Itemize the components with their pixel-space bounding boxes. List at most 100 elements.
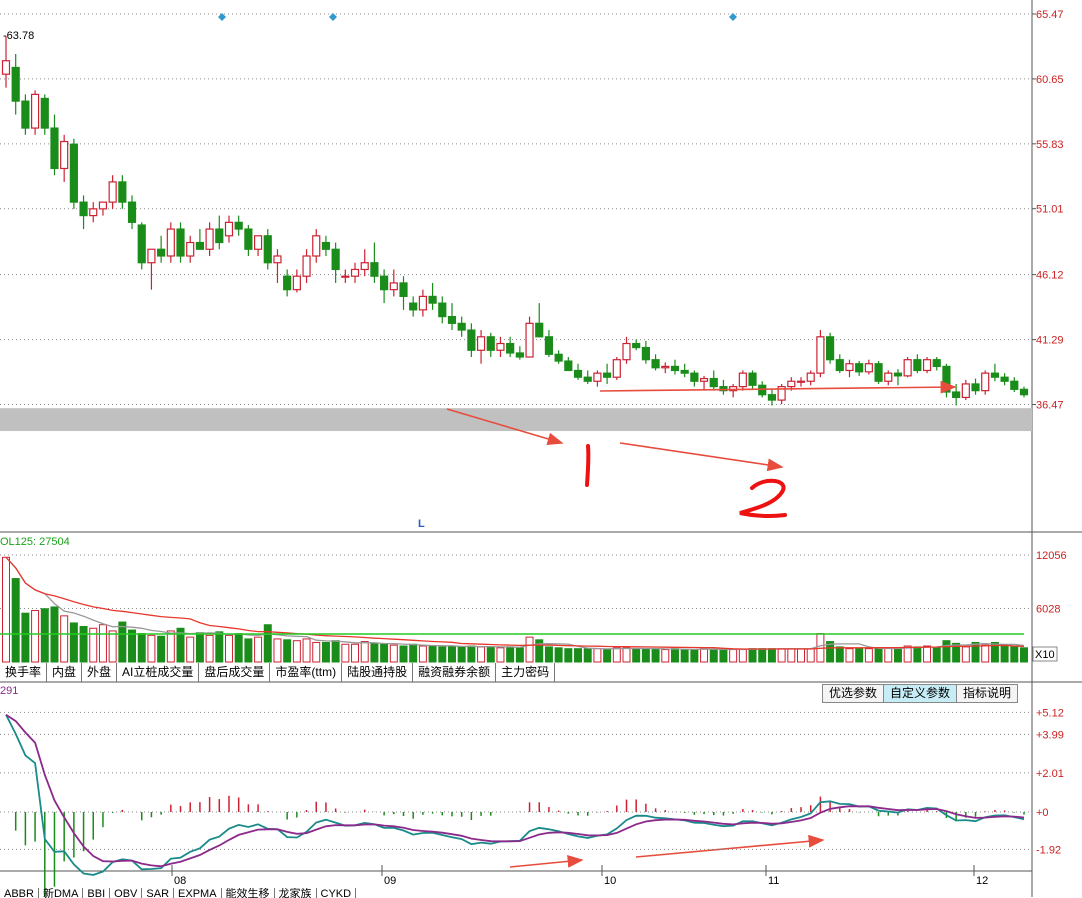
candle-down xyxy=(990,372,1000,378)
candle-down xyxy=(234,221,243,230)
volume-bar-up xyxy=(884,647,893,663)
volume-bar-up xyxy=(341,643,350,663)
volume-bar-down xyxy=(447,645,456,663)
candle-down xyxy=(535,322,544,338)
candle-down xyxy=(554,353,563,362)
candle-down xyxy=(913,359,922,372)
tab-turnover[interactable]: 换手率 xyxy=(0,663,48,682)
volume-bar-down xyxy=(748,648,757,663)
btab-dragon-family[interactable]: 龙家族 xyxy=(275,888,317,898)
candle-up xyxy=(273,255,282,264)
btab-obv[interactable]: OBV xyxy=(110,888,143,898)
price-tick-label: 41.29 xyxy=(1036,335,1064,347)
candle-down xyxy=(79,201,88,217)
volume-bar-up xyxy=(864,648,873,663)
tab-after-hours-volume[interactable]: 盘后成交量 xyxy=(199,663,271,682)
volume-bar-up xyxy=(351,643,360,663)
volume-bar-up xyxy=(593,648,602,663)
volume-bar-down xyxy=(263,624,272,663)
tab-pe-ttm[interactable]: 市盈率(ttm) xyxy=(270,663,343,682)
indicator-tab-bar: 换手率 内盘 外盘 AI立桩成交量 盘后成交量 市盈率(ttm) 陆股通持股 融… xyxy=(0,663,556,682)
candle-down xyxy=(942,365,951,393)
tab-inner-volume[interactable]: 内盘 xyxy=(47,663,83,682)
volume-bar-down xyxy=(137,633,146,663)
candle-down xyxy=(447,315,457,324)
btab-sar[interactable]: SAR xyxy=(142,888,175,898)
event-diamond-marker xyxy=(729,13,737,21)
volume-bar-up xyxy=(787,648,796,663)
volume-bar-up xyxy=(496,647,505,663)
candle-down xyxy=(263,235,272,264)
candle-down xyxy=(467,329,476,351)
volume-bar-down xyxy=(457,646,466,663)
tab-connect-holdings[interactable]: 陆股通持股 xyxy=(342,663,414,682)
candle-down xyxy=(195,241,204,250)
volume-bar-up xyxy=(31,610,40,663)
candle-up xyxy=(186,241,195,257)
btab-expma[interactable]: EXPMA xyxy=(174,888,222,898)
indicator-help-button[interactable]: 指标说明 xyxy=(957,685,1018,702)
volume-bar-down xyxy=(79,625,88,663)
optimal-params-button[interactable]: 优选参数 xyxy=(823,685,885,702)
btab-cykd[interactable]: CYKD xyxy=(317,888,357,898)
candle-up xyxy=(312,235,321,257)
volume-bar-down xyxy=(331,640,340,663)
price-tick-label: 60.65 xyxy=(1036,74,1064,86)
volume-bar-down xyxy=(128,629,137,663)
volume-bar-down xyxy=(321,641,330,663)
tab-margin-balance[interactable]: 融资融券余额 xyxy=(413,663,497,682)
candle-down xyxy=(40,97,49,129)
candle-down xyxy=(564,360,573,372)
volume-bar-down xyxy=(370,642,379,663)
btab-energy[interactable]: 能效生移 xyxy=(222,888,275,898)
bottom-indicator-tab-bar: ABBR 新DMA BBI OBV SAR EXPMA 能效生移 龙家族 CYK… xyxy=(0,888,357,898)
volume-bar-up xyxy=(186,636,195,663)
candle-up xyxy=(108,181,117,203)
volume-bar-down xyxy=(438,646,447,663)
candle-up xyxy=(224,221,234,237)
volume-bar-down xyxy=(971,641,980,663)
volume-bar-down xyxy=(1020,647,1028,663)
tab-main-force-code[interactable]: 主力密码 xyxy=(496,663,556,682)
candle-up xyxy=(496,342,505,351)
volume-unit-label: X10 xyxy=(1035,649,1055,661)
candle-down xyxy=(176,228,185,257)
btab-new-dma[interactable]: 新DMA xyxy=(39,888,84,898)
volume-bar-up xyxy=(923,645,932,663)
candle-down xyxy=(438,302,447,318)
volume-unit-box xyxy=(1032,646,1058,662)
macd-tick-label: -1.92 xyxy=(1036,844,1061,856)
volume-bar-up xyxy=(147,634,156,663)
btab-abbr[interactable]: ABBR xyxy=(0,888,39,898)
volume-bar-down xyxy=(942,640,951,663)
candle-down xyxy=(835,359,844,372)
price-tick-label: 55.83 xyxy=(1036,139,1064,151)
handwritten-1 xyxy=(585,444,591,487)
candle-down xyxy=(21,100,30,129)
custom-params-button[interactable]: 自定义参数 xyxy=(884,685,958,702)
candle-down xyxy=(690,372,699,382)
tab-outer-volume[interactable]: 外盘 xyxy=(82,663,118,682)
volume-bar-down xyxy=(835,646,844,663)
candle-up xyxy=(302,255,311,277)
volume-bar-up xyxy=(89,627,98,663)
tab-ai-volume[interactable]: AI立桩成交量 xyxy=(117,663,200,682)
candle-up xyxy=(593,372,602,382)
volume-bar-down xyxy=(932,647,941,663)
volume-bar-up xyxy=(806,648,815,663)
candle-up xyxy=(418,295,427,311)
l-marker[interactable]: L xyxy=(418,518,425,530)
candle-down xyxy=(670,365,680,372)
volume-bar-down xyxy=(399,645,408,663)
volume-bar-up xyxy=(903,645,912,663)
btab-bbi[interactable]: BBI xyxy=(83,888,111,898)
candle-up xyxy=(661,365,670,369)
annotation-arrow xyxy=(509,855,584,868)
candle-up xyxy=(89,208,98,217)
candle-up xyxy=(806,372,815,382)
candle-up xyxy=(796,380,806,383)
candle-down xyxy=(137,224,146,264)
event-diamond-marker xyxy=(329,13,337,21)
candle-down xyxy=(157,248,166,257)
volume-bar-down xyxy=(670,648,679,663)
